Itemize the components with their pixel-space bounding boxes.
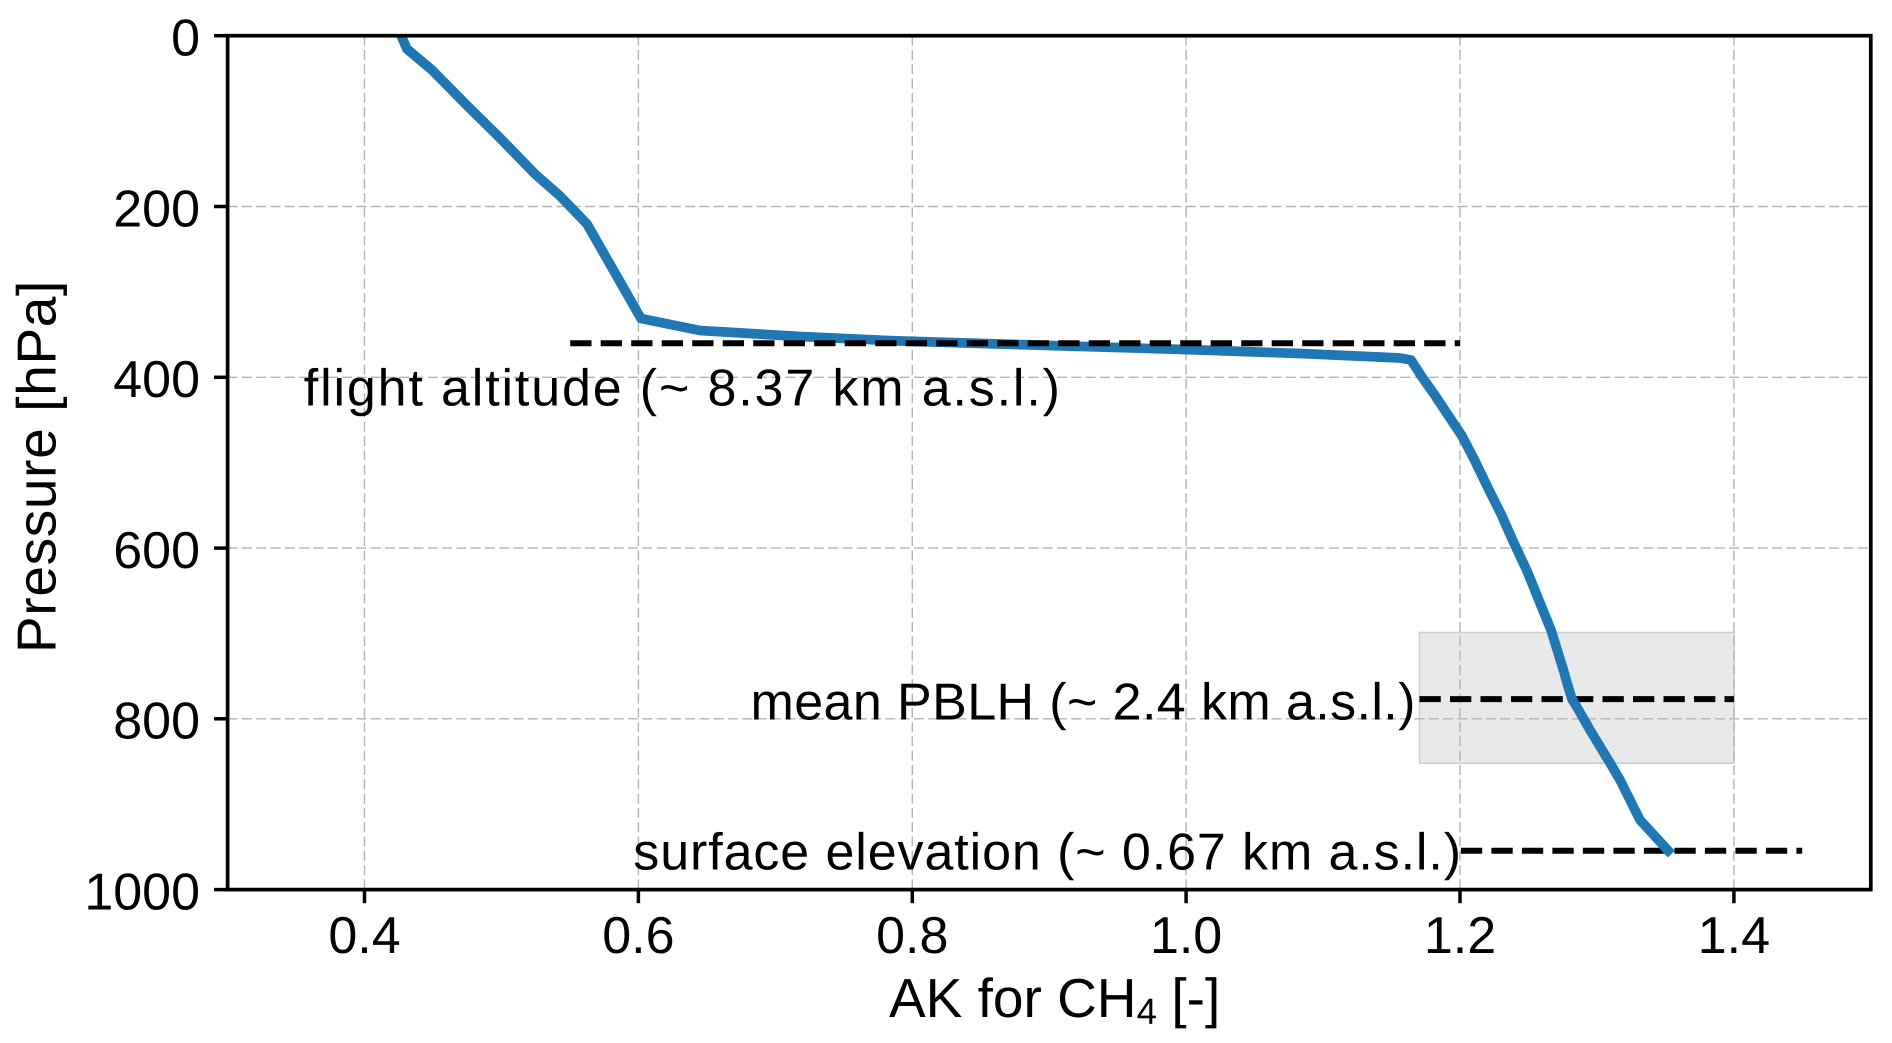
svg-text:1.4: 1.4 — [1698, 907, 1770, 965]
svg-text:1.0: 1.0 — [1150, 907, 1222, 965]
svg-text:mean PBLH (~ 2.4 km a.s.l.): mean PBLH (~ 2.4 km a.s.l.) — [751, 673, 1416, 731]
svg-text:0.4: 0.4 — [328, 907, 400, 965]
svg-text:1.2: 1.2 — [1424, 907, 1496, 965]
svg-text:600: 600 — [113, 522, 200, 580]
svg-text:[-]: [-] — [1171, 967, 1220, 1029]
svg-text:200: 200 — [113, 180, 200, 238]
svg-text:0.6: 0.6 — [602, 907, 674, 965]
svg-text:400: 400 — [113, 351, 200, 409]
svg-text:flight altitude (~ 8.37 km a.s: flight altitude (~ 8.37 km a.s.l.) — [304, 360, 1062, 418]
svg-text:0: 0 — [171, 10, 200, 68]
svg-text:0.8: 0.8 — [876, 907, 948, 965]
svg-text:1000: 1000 — [84, 863, 200, 921]
svg-text:surface elevation (~ 0.67 km a: surface elevation (~ 0.67 km a.s.l.) — [633, 824, 1462, 882]
svg-text:Pressure [hPa]: Pressure [hPa] — [6, 280, 68, 653]
svg-text:AK for CH: AK for CH — [889, 967, 1137, 1029]
svg-text:800: 800 — [113, 693, 200, 751]
